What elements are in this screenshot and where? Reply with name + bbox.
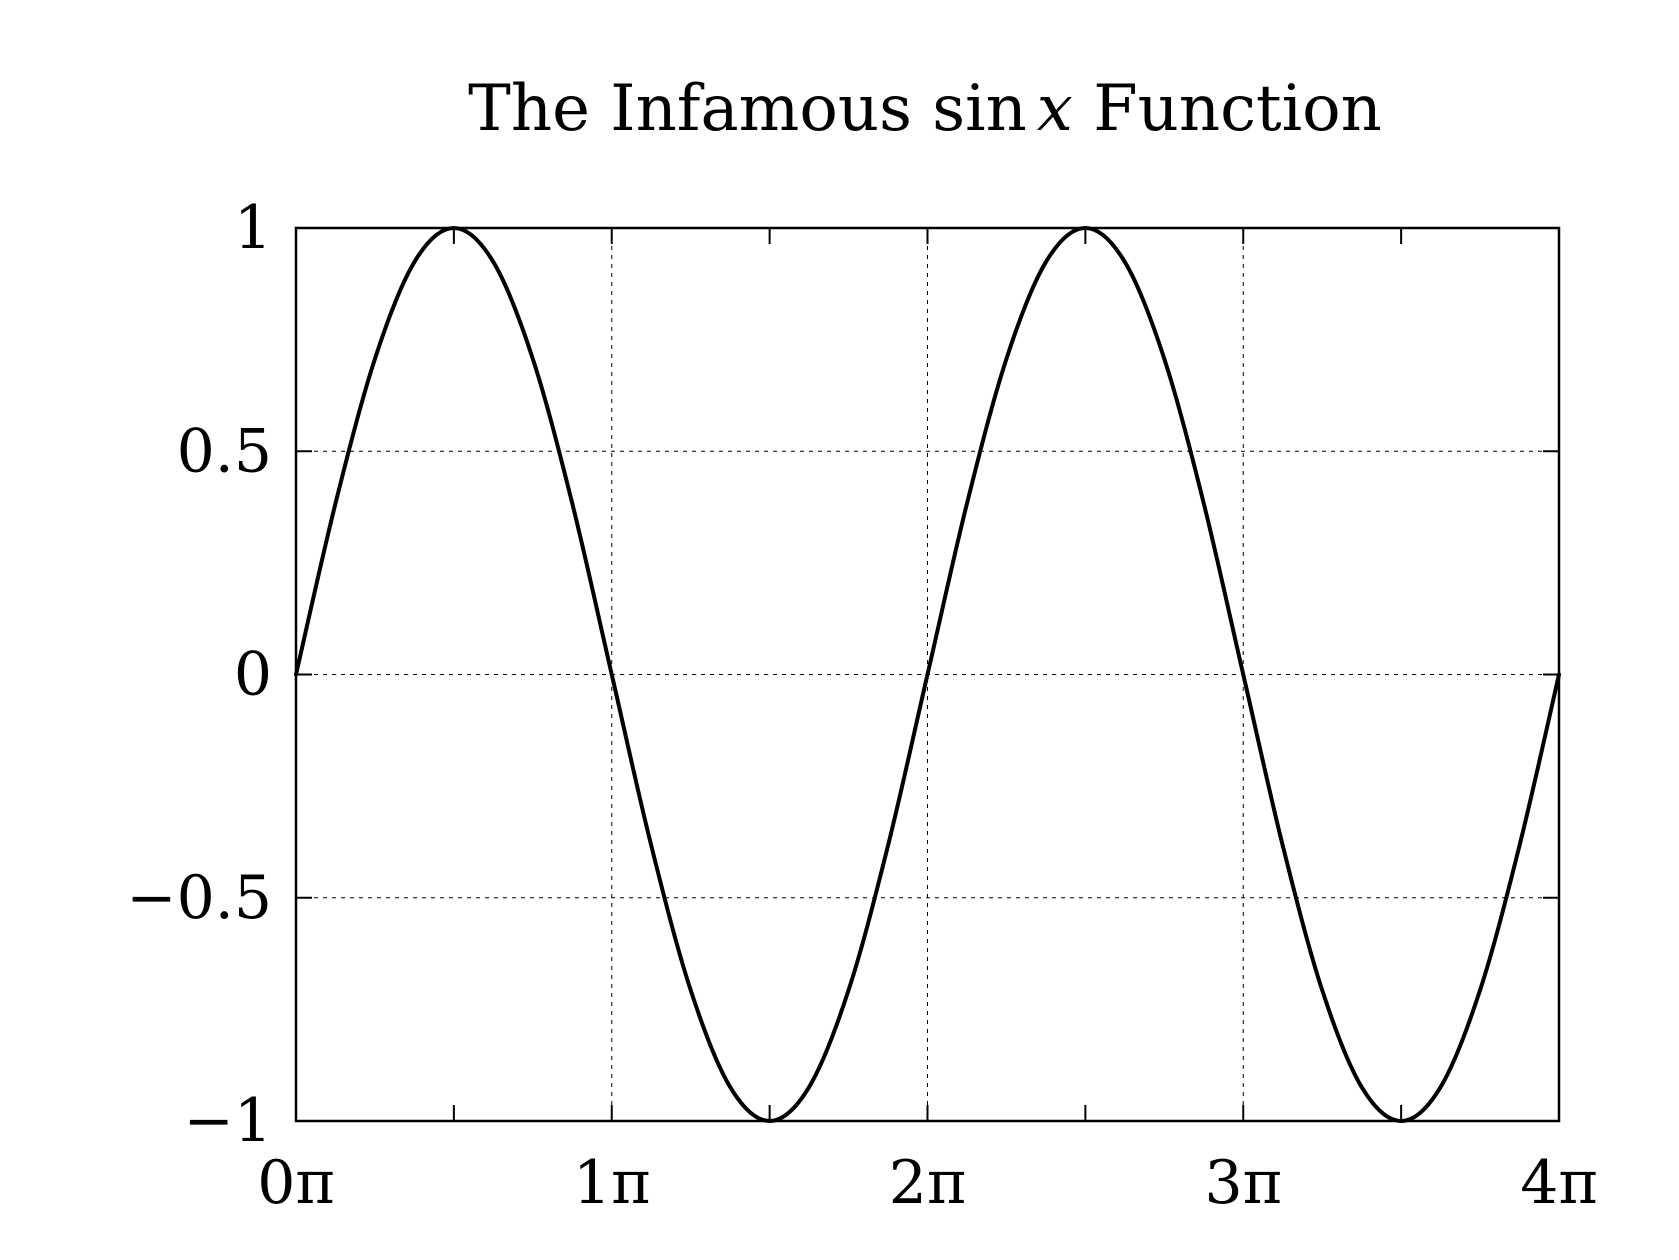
y-tick-label: 0 xyxy=(234,640,272,710)
x-tick-label: 2π xyxy=(889,1148,967,1218)
plot-frame xyxy=(294,226,1561,1123)
y-tick-label: −0.5 xyxy=(126,863,272,933)
sine-series-line xyxy=(294,226,1561,1123)
x-tick-label: 4π xyxy=(1520,1148,1598,1218)
y-tick-label: 0.5 xyxy=(177,416,272,486)
x-tick-label: 1π xyxy=(573,1148,651,1218)
chart-title-before: The Infamous xyxy=(468,72,932,146)
y-tick-label: −1 xyxy=(184,1086,272,1156)
series-layer xyxy=(294,226,1561,1123)
chart-title-variable: x xyxy=(1037,72,1073,146)
chart-title-after: Function xyxy=(1073,72,1382,146)
tick-labels: 0π 1π 2π 3π 4π −1 −0.5 0 0.5 1 xyxy=(126,193,1598,1218)
chart-title-func: sin xyxy=(932,72,1027,146)
chart-title: The Infamous sin x Function xyxy=(468,72,1382,146)
x-tick-label: 0π xyxy=(257,1148,335,1218)
y-tick-label: 1 xyxy=(234,193,272,263)
x-tick-label: 3π xyxy=(1204,1148,1282,1218)
